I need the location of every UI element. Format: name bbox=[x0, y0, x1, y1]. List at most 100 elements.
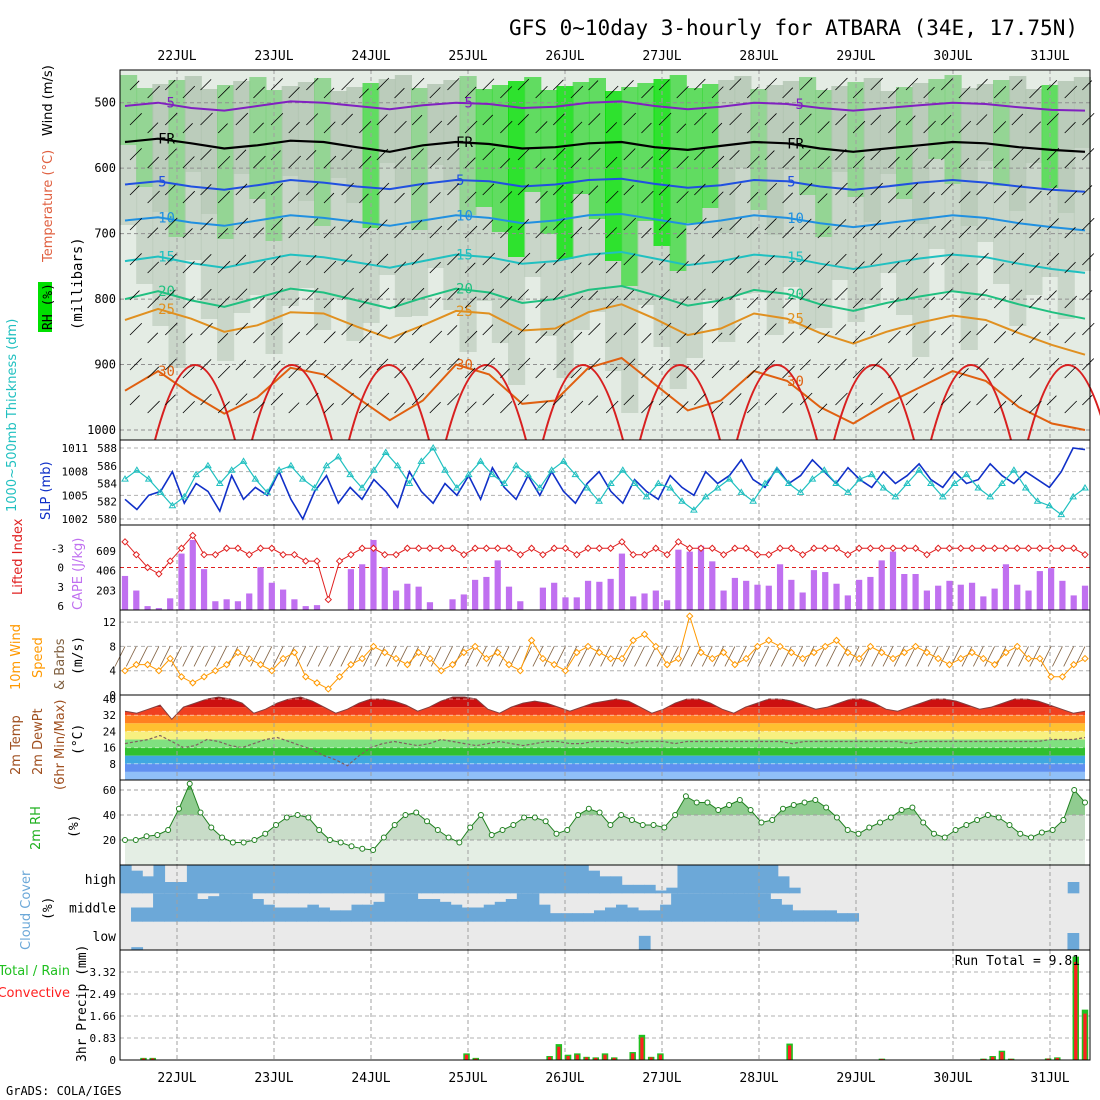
wind-barb bbox=[746, 227, 759, 239]
wind-barb bbox=[694, 112, 707, 126]
rh2m-point bbox=[165, 827, 172, 833]
li-point bbox=[268, 544, 276, 552]
rh2m-point bbox=[445, 834, 452, 841]
wind-barb bbox=[676, 296, 689, 309]
rh-legend-swatch bbox=[38, 282, 52, 332]
wind10-point bbox=[708, 654, 717, 663]
li-point bbox=[708, 544, 717, 552]
wind-barb bbox=[429, 120, 443, 134]
cape-bar bbox=[946, 580, 953, 610]
thickness-point bbox=[725, 475, 734, 482]
wind10-point bbox=[493, 648, 502, 657]
wind-barb bbox=[217, 123, 228, 134]
wind-barb bbox=[182, 261, 195, 274]
thickness-tick-label: 580 bbox=[97, 513, 117, 526]
wind-barb bbox=[711, 296, 724, 309]
cape-bar bbox=[1059, 580, 1066, 610]
wind-barb bbox=[464, 191, 477, 204]
wind-barb bbox=[676, 228, 687, 239]
wind-barb bbox=[253, 296, 265, 309]
wind-barb bbox=[200, 393, 212, 406]
cloud-cell bbox=[825, 910, 837, 922]
isotherm-label: 10 bbox=[787, 211, 804, 227]
cloud-cell bbox=[439, 901, 452, 922]
rh-cell bbox=[588, 219, 606, 312]
wind-barb bbox=[358, 298, 369, 309]
wind-barb bbox=[799, 323, 812, 336]
cape-bar bbox=[664, 600, 671, 610]
rh-cell bbox=[427, 165, 445, 268]
wind-barb bbox=[940, 288, 953, 301]
slp-line bbox=[124, 447, 1086, 521]
wind-barb bbox=[482, 324, 494, 336]
wind-barb bbox=[694, 149, 706, 161]
thickness-point bbox=[749, 497, 758, 504]
rh-cell bbox=[556, 86, 574, 259]
cloud-cell bbox=[499, 865, 511, 894]
wind-barb bbox=[905, 393, 918, 406]
wind-barb bbox=[1064, 332, 1076, 344]
cloud-cell bbox=[220, 865, 232, 894]
cloud-cell bbox=[331, 865, 344, 894]
wind-barb bbox=[852, 120, 866, 134]
wind-barb bbox=[870, 148, 883, 161]
rh2m-point bbox=[391, 822, 398, 828]
wind-barb bbox=[694, 217, 707, 231]
bottom-day-labels: 22JUL 23JUL 24JUL 25JUL 26JUL 27JUL 28JUL 29JUL… bbox=[157, 1071, 1069, 1086]
rh2m-point bbox=[1006, 822, 1013, 828]
rh2m-point bbox=[122, 837, 128, 843]
wind10-barb bbox=[1052, 646, 1063, 667]
wind-barb bbox=[482, 78, 495, 91]
rh-cell bbox=[637, 221, 655, 305]
li-point bbox=[685, 544, 694, 552]
wind10-barb bbox=[442, 646, 453, 667]
cloud-cell bbox=[549, 913, 562, 922]
wind-barb bbox=[517, 357, 531, 371]
wind-barb bbox=[641, 190, 654, 204]
wind10-point bbox=[979, 654, 988, 663]
wind10-point bbox=[200, 673, 208, 681]
isotherm-line bbox=[124, 250, 1086, 274]
wind10-point bbox=[584, 642, 592, 651]
rh2m-point bbox=[143, 833, 150, 840]
wind10-point bbox=[652, 642, 660, 651]
wind-barb bbox=[694, 322, 707, 336]
wind-barb bbox=[182, 190, 196, 204]
wind-barb bbox=[411, 114, 423, 126]
wind-barb bbox=[835, 324, 847, 336]
cape-bar bbox=[505, 586, 513, 610]
wind-barb bbox=[517, 78, 530, 91]
isotherm-35 bbox=[251, 364, 333, 441]
cloud-cell bbox=[554, 865, 567, 894]
cape-bar bbox=[1002, 564, 1010, 610]
precip-conv-bar bbox=[566, 1056, 570, 1060]
cloud-cell bbox=[588, 870, 600, 894]
wind-barb bbox=[517, 147, 531, 161]
wind-barb bbox=[905, 253, 918, 266]
cloud-cell bbox=[264, 865, 277, 894]
thickness-point bbox=[595, 497, 603, 504]
wind-barb bbox=[323, 226, 336, 239]
rh-cell bbox=[702, 84, 720, 208]
precip-conv-label: Convective bbox=[0, 986, 70, 1001]
cloud-cell bbox=[351, 904, 363, 922]
wind-barb bbox=[464, 86, 477, 99]
thickness-point bbox=[571, 470, 580, 478]
li-tick-label: 0 bbox=[57, 562, 64, 575]
rh-cell bbox=[378, 79, 396, 163]
cloud-cell bbox=[476, 865, 489, 894]
wind-barb bbox=[147, 295, 160, 309]
wind-barb bbox=[623, 184, 634, 196]
cloud-cell bbox=[605, 907, 617, 922]
wind-barb bbox=[641, 400, 654, 414]
slp-tick-label: 1002 bbox=[62, 513, 89, 526]
cloud-cell bbox=[428, 899, 441, 922]
rh-cell bbox=[184, 172, 202, 260]
wind-barb bbox=[411, 392, 425, 406]
cloud-cell bbox=[494, 901, 507, 922]
wind-barb bbox=[940, 393, 953, 406]
rh2m-point bbox=[650, 822, 657, 828]
thickness-point bbox=[1033, 497, 1042, 504]
pressure-tick-label: 900 bbox=[94, 358, 116, 372]
wind-barb bbox=[552, 113, 565, 126]
